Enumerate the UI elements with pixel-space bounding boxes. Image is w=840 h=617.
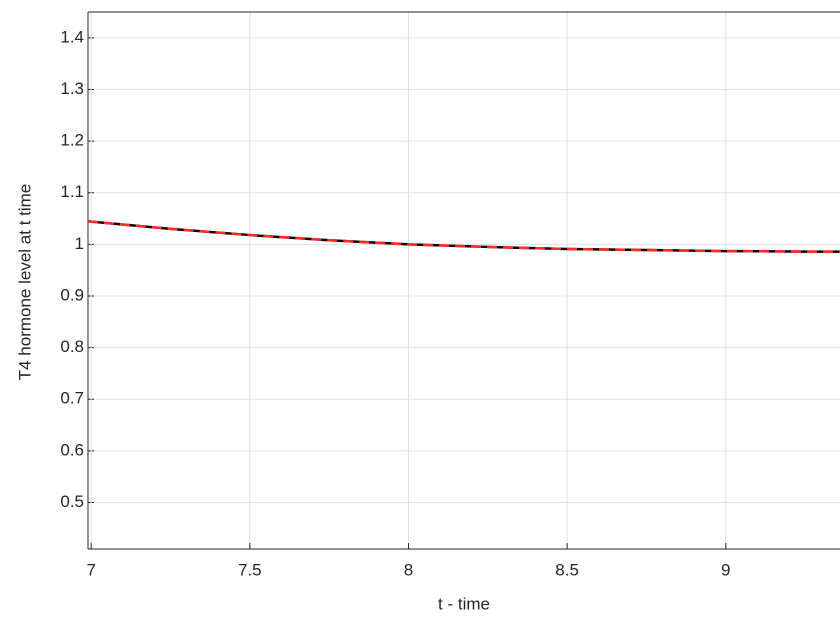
- y-tick-label: 1: [75, 234, 84, 253]
- x-tick-label: 9: [721, 560, 730, 579]
- data-line: [88, 221, 840, 251]
- y-tick-label: 1.2: [60, 131, 84, 150]
- x-tick-label: 8: [404, 560, 413, 579]
- x-tick-label: 7: [86, 560, 95, 579]
- chart: t - time T4 hormone level at t time 0.5 0…: [0, 0, 840, 617]
- y-tick-label: 0.8: [60, 337, 84, 356]
- x-tick-label: 7.5: [238, 560, 262, 579]
- x-axis-label: t - time: [438, 594, 490, 613]
- y-tick-label: 0.9: [60, 285, 84, 304]
- y-tick-label: 0.6: [60, 440, 84, 459]
- y-tick-label: 0.5: [60, 492, 84, 511]
- y-axis-label: T4 hormone level at t time: [15, 184, 34, 381]
- y-tick-label: 1.4: [60, 27, 84, 46]
- x-tick-label: 8.5: [555, 560, 579, 579]
- y-tick-label: 1.1: [60, 182, 84, 201]
- y-tick-label: 1.3: [60, 79, 84, 98]
- y-tick-label: 0.7: [60, 389, 84, 408]
